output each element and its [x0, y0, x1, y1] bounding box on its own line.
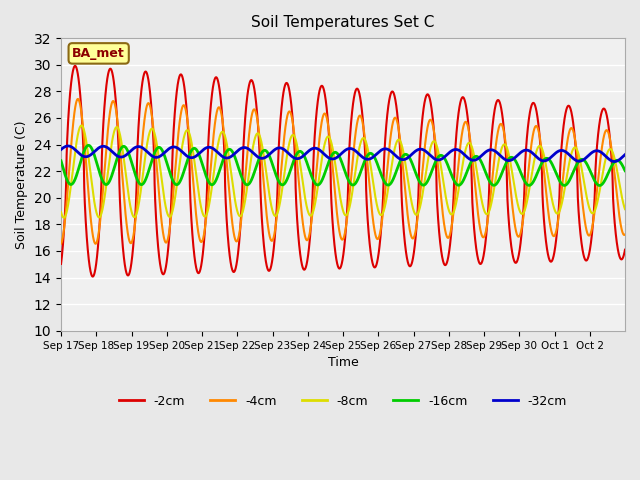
Legend: -2cm, -4cm, -8cm, -16cm, -32cm: -2cm, -4cm, -8cm, -16cm, -32cm [114, 390, 572, 413]
X-axis label: Time: Time [328, 356, 358, 369]
Text: BA_met: BA_met [72, 47, 125, 60]
Y-axis label: Soil Temperature (C): Soil Temperature (C) [15, 120, 28, 249]
Title: Soil Temperatures Set C: Soil Temperatures Set C [252, 15, 435, 30]
